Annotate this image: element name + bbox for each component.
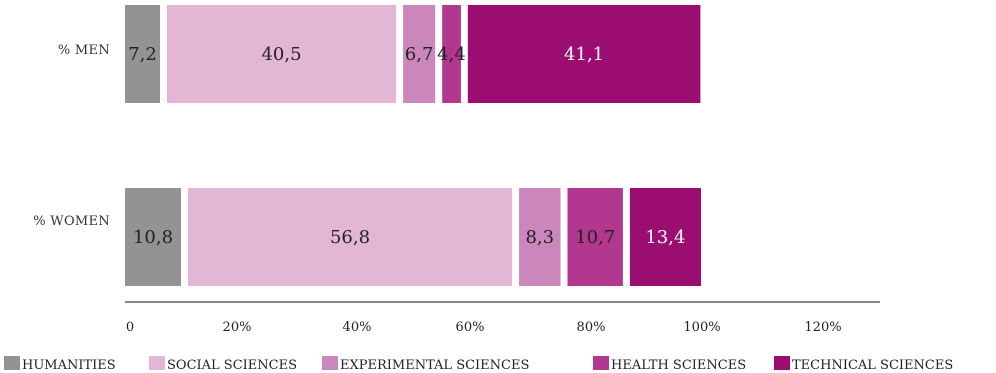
legend-item-health-sciences: HEALTH SCIENCES <box>593 356 746 373</box>
bar-pct-women-humanities <box>125 188 181 286</box>
category-labels: % MEN % WOMEN <box>33 43 110 229</box>
legend-label: TECHNICAL SCIENCES <box>792 358 953 373</box>
data-label-pct-men-technical-sciences: 41,1 <box>564 44 604 65</box>
bar-row-pct-women: 10,8 56,8 8,3 10,7 13,4 <box>125 188 701 286</box>
bar-pct-men-social-sciences <box>167 5 397 103</box>
legend-label: EXPERIMENTAL SCIENCES <box>340 358 529 373</box>
legend-swatch <box>774 356 790 370</box>
data-label-pct-women-technical-sciences: 13,4 <box>645 227 685 248</box>
x-tick-label: 80% <box>577 320 606 335</box>
data-label-pct-men-health-sciences: 4,4 <box>437 44 466 65</box>
legend-label: HEALTH SCIENCES <box>611 358 746 373</box>
bar-row-pct-men: 7,2 40,5 6,7 4,4 41,1 <box>125 5 701 103</box>
x-tick-label: 60% <box>456 320 485 335</box>
x-tick-label: 0 <box>126 320 134 335</box>
x-tick-label: 100% <box>683 320 720 335</box>
legend-item-technical-sciences: TECHNICAL SCIENCES <box>774 356 953 373</box>
legend-item-experimental-sciences: EXPERIMENTAL SCIENCES <box>322 356 529 373</box>
bar-pct-men-humanities <box>125 5 160 103</box>
data-label-pct-men-humanities: 7,2 <box>128 44 157 65</box>
category-label-pct-men: % MEN <box>58 43 110 58</box>
bar-pct-women-technical-sciences <box>629 188 701 286</box>
data-label-pct-men-experimental-sciences: 6,7 <box>405 44 434 65</box>
bar-pct-women-health-sciences <box>567 188 623 286</box>
bar-pct-men-experimental-sciences <box>403 5 436 103</box>
x-tick-labels: 0 20% 40% 60% 80% 100% 120% <box>126 320 842 335</box>
bar-pct-women-social-sciences <box>188 188 513 286</box>
bar-pct-women-experimental-sciences <box>519 188 561 286</box>
legend: HUMANITIES SOCIAL SCIENCES EXPERIMENTAL SC… <box>4 356 953 373</box>
legend-label: HUMANITIES <box>22 358 116 373</box>
data-label-pct-women-health-sciences: 10,7 <box>575 227 615 248</box>
legend-swatch <box>322 356 338 370</box>
legend-item-humanities: HUMANITIES <box>4 356 116 373</box>
legend-label: SOCIAL SCIENCES <box>167 358 297 373</box>
bar-pct-men-health-sciences <box>442 5 461 103</box>
x-tick-label: 20% <box>223 320 252 335</box>
legend-item-social-sciences: SOCIAL SCIENCES <box>149 356 297 373</box>
bars: 7,2 40,5 6,7 4,4 41,1 10,8 56,8 8,3 10,7 13,4 <box>125 5 701 286</box>
legend-swatch <box>149 356 165 370</box>
legend-swatch <box>593 356 609 370</box>
x-tick-label: 40% <box>343 320 372 335</box>
bar-pct-men-technical-sciences <box>467 5 701 103</box>
x-tick-label: 120% <box>804 320 841 335</box>
data-label-pct-women-social-sciences: 56,8 <box>330 227 370 248</box>
data-label-pct-men-social-sciences: 40,5 <box>261 44 301 65</box>
category-label-pct-women: % WOMEN <box>33 214 110 229</box>
legend-swatch <box>4 356 20 370</box>
data-label-pct-women-experimental-sciences: 8,3 <box>525 227 554 248</box>
data-label-pct-women-humanities: 10,8 <box>133 227 173 248</box>
